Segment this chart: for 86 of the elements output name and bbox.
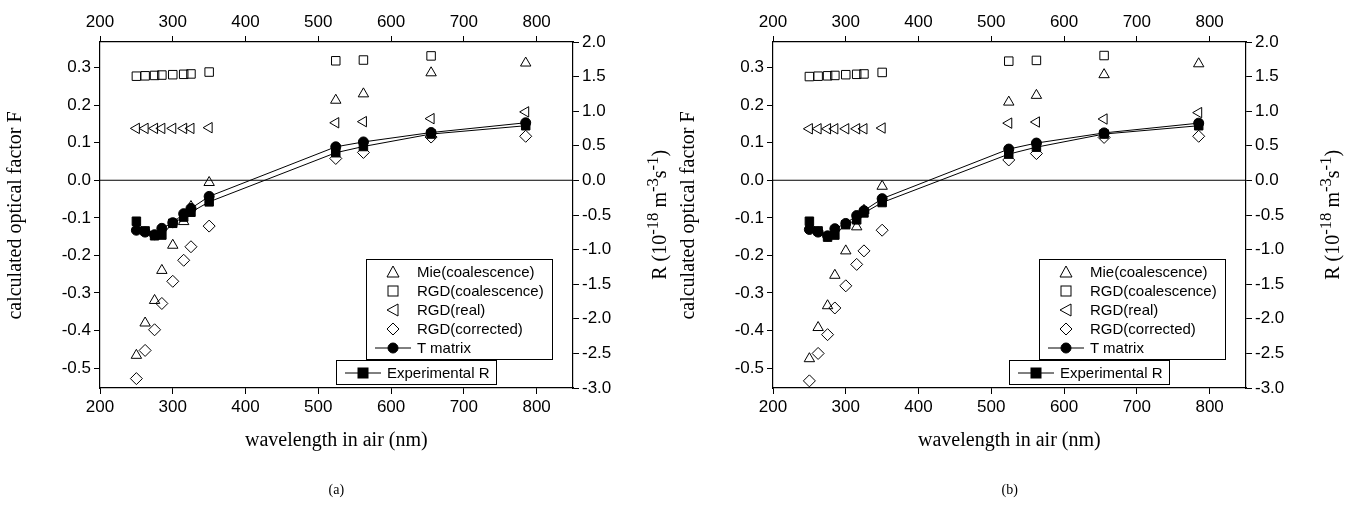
x-tick-label: 800 xyxy=(522,396,551,416)
x2-tick-label: 400 xyxy=(231,12,260,32)
y-tick-label: -0.5 xyxy=(734,357,764,377)
y2-tick-label: 1.5 xyxy=(1255,66,1279,86)
x-tick-label: 700 xyxy=(449,396,479,416)
y2-tick-label: 1.0 xyxy=(582,100,606,120)
x2-tick-label: 300 xyxy=(831,12,860,32)
legend-label: Experimental R xyxy=(1060,364,1163,381)
y2-tick-label: -0.5 xyxy=(582,204,612,224)
y2-tick-label: 0.0 xyxy=(1255,170,1279,190)
x2-tick-label: 800 xyxy=(1195,12,1224,32)
x-tick-label: 300 xyxy=(158,396,187,416)
x2-tick-label: 500 xyxy=(977,12,1006,32)
legend-label: RGD(coalescence) xyxy=(1090,282,1217,299)
y2-tick-label: 1.5 xyxy=(582,66,606,86)
x2-tick-label: 600 xyxy=(1049,12,1079,32)
y2-tick-label: -2.0 xyxy=(582,308,612,328)
y2-tick-label: -3.0 xyxy=(1255,377,1285,397)
y-tick-label: 0.1 xyxy=(67,132,91,152)
y-axis-title: calculated optical factor F xyxy=(675,110,699,320)
x2-tick-label: 600 xyxy=(376,12,406,32)
x-axis-title: wavelength in air (nm) xyxy=(245,428,428,451)
y2-tick-label: -1.0 xyxy=(1255,239,1285,259)
x-axis-title: wavelength in air (nm) xyxy=(918,428,1101,451)
y-tick-label: -0.3 xyxy=(734,282,764,302)
y2-tick-label: -0.5 xyxy=(1255,204,1285,224)
y-tick-label: 0.1 xyxy=(740,132,764,152)
y2-tick-label: 0.0 xyxy=(582,170,606,190)
y-tick-label: 0.2 xyxy=(67,94,91,114)
legend-label: T matrix xyxy=(417,339,471,356)
x2-tick-label: 200 xyxy=(758,12,788,32)
legend-label: T matrix xyxy=(1090,339,1144,356)
y2-tick-label: 0.5 xyxy=(582,135,606,155)
legend-label: RGD(real) xyxy=(1090,301,1159,318)
y-tick-label: 0.0 xyxy=(740,169,764,189)
x2-tick-label: 500 xyxy=(304,12,333,32)
y-tick-label: -0.5 xyxy=(61,357,91,377)
y2-tick-label: -1.0 xyxy=(582,239,612,259)
y-tick-label: -0.1 xyxy=(61,207,91,227)
x-tick-label: 700 xyxy=(1122,396,1152,416)
x2-tick-label: 400 xyxy=(904,12,933,32)
x2-tick-label: 700 xyxy=(449,12,479,32)
x-tick-label: 500 xyxy=(977,396,1006,416)
y2-tick-label: 0.5 xyxy=(1255,135,1279,155)
y-tick-label: -0.4 xyxy=(734,320,764,340)
y-axis-title: calculated optical factor F xyxy=(2,110,26,320)
x2-tick-label: 700 xyxy=(1122,12,1152,32)
y-tick-label: 0.3 xyxy=(67,57,91,77)
y2-tick-label: -3.0 xyxy=(582,377,612,397)
y2-tick-label: -2.0 xyxy=(1255,308,1285,328)
y-tick-label: -0.2 xyxy=(734,245,764,265)
x2-tick-label: 800 xyxy=(522,12,551,32)
x-tick-label: 300 xyxy=(831,396,860,416)
x-tick-label: 800 xyxy=(1195,396,1224,416)
legend-label: RGD(corrected) xyxy=(417,320,523,337)
legend-label: Mie(coalescence) xyxy=(1090,263,1208,280)
y-tick-label: 0.3 xyxy=(740,57,764,77)
y2-tick-label: 1.0 xyxy=(1255,100,1279,120)
x-tick-label: 200 xyxy=(85,396,115,416)
legend-label: RGD(coalescence) xyxy=(417,282,544,299)
text: (b) xyxy=(1001,482,1018,498)
x2-tick-label: 200 xyxy=(85,12,115,32)
text: (a) xyxy=(328,482,345,498)
y-tick-label: 0.0 xyxy=(67,169,91,189)
x-tick-label: 500 xyxy=(304,396,333,416)
y2-tick-label: -2.5 xyxy=(582,343,612,363)
y-tick-label: 0.2 xyxy=(740,94,764,114)
legend-label: Mie(coalescence) xyxy=(417,263,535,280)
legend-label: Experimental R xyxy=(387,364,490,381)
y2-tick-label: -1.5 xyxy=(1255,273,1285,293)
y2-tick-label: 2.0 xyxy=(1255,31,1279,51)
y-tick-label: -0.4 xyxy=(61,320,91,340)
legend-label: RGD(real) xyxy=(417,301,486,318)
x-tick-label: 200 xyxy=(758,396,788,416)
x2-tick-label: 300 xyxy=(158,12,187,32)
y-tick-label: -0.2 xyxy=(61,245,91,265)
x-tick-label: 400 xyxy=(904,396,933,416)
x-tick-label: 400 xyxy=(231,396,260,416)
x-tick-label: 600 xyxy=(376,396,406,416)
y2-tick-label: -2.5 xyxy=(1255,343,1285,363)
x-tick-label: 600 xyxy=(1049,396,1079,416)
y-tick-label: -0.1 xyxy=(734,207,764,227)
legend-label: RGD(corrected) xyxy=(1090,320,1196,337)
y2-tick-label: 2.0 xyxy=(582,31,606,51)
y2-tick-label: -1.5 xyxy=(582,273,612,293)
y-tick-label: -0.3 xyxy=(61,282,91,302)
